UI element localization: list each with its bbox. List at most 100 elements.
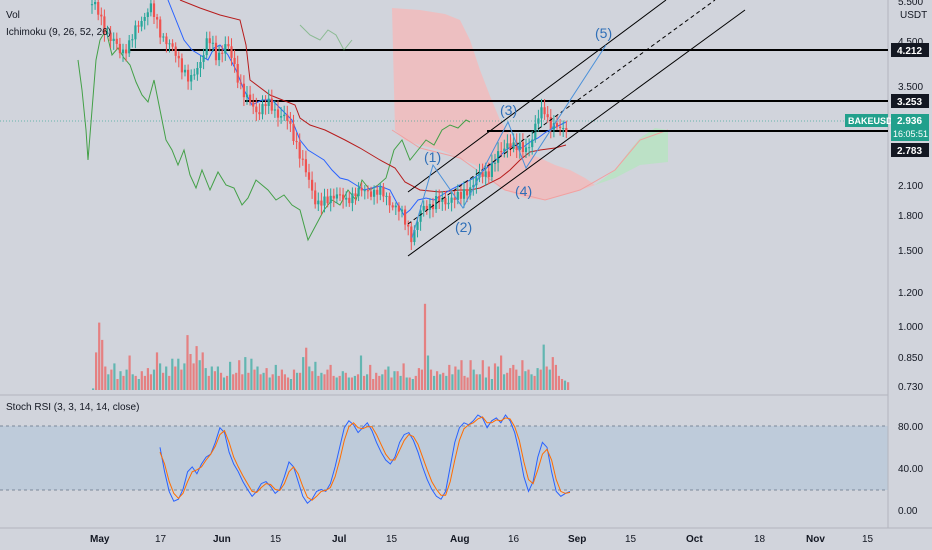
volume-bar <box>155 352 159 390</box>
volume-bar <box>180 369 183 390</box>
candle-body <box>320 200 323 206</box>
candle-body <box>289 120 292 124</box>
volume-bar <box>469 360 472 390</box>
candle-body <box>311 179 314 191</box>
price-axis: 5.500 USDT 4.500 3.500 2.500 2.100 1.800… <box>898 0 927 517</box>
last-price-tag[interactable]: BAKEUSDT 2.936 16:05:51 <box>845 114 929 141</box>
ichimoku-cloud <box>391 8 669 201</box>
price-tick: 3.500 <box>898 82 923 93</box>
volume-bar <box>359 355 363 390</box>
candles-group <box>90 0 568 250</box>
wave-label-3: (3) <box>500 102 517 118</box>
candle-body <box>121 49 125 54</box>
candle-body <box>214 42 218 61</box>
volume-bar <box>436 371 439 390</box>
volume-bar <box>326 369 329 390</box>
volume-bar <box>350 377 353 390</box>
candle-body <box>376 189 379 195</box>
channel-mid-line[interactable] <box>407 0 716 225</box>
volume-bar <box>536 368 539 390</box>
volume-bar <box>165 366 168 390</box>
price-tick: 1.800 <box>898 211 923 222</box>
volume-bar <box>128 355 131 390</box>
volume-bar <box>317 375 320 390</box>
volume-bar <box>332 375 335 390</box>
candle-body <box>425 205 428 210</box>
volume-bar <box>426 355 430 390</box>
candle-body <box>363 190 366 192</box>
volume-bar <box>414 375 417 390</box>
volume-bar <box>518 375 521 390</box>
stoch-label: Stoch RSI (3, 3, 14, 14, close) <box>6 402 139 413</box>
candle-body <box>528 147 531 149</box>
date-tick: May <box>90 534 110 545</box>
candle-body <box>431 204 435 210</box>
volume-bar <box>186 335 189 390</box>
date-tick: Jun <box>213 534 231 545</box>
volume-bar <box>463 375 466 390</box>
stoch-tick: 40.00 <box>898 464 923 475</box>
candle-body <box>562 128 565 129</box>
stoch-d-line <box>159 416 571 501</box>
volume-bar <box>548 369 551 390</box>
candle-body <box>345 197 348 200</box>
date-axis: May 17 Jun 15 Jul 15 Aug 16 Sep 15 Oct 1… <box>90 534 874 545</box>
volume-bar <box>171 358 174 390</box>
candle-body <box>543 107 546 115</box>
volume-bar <box>131 374 134 390</box>
volume-bar <box>490 379 493 390</box>
volume-bar <box>539 369 542 390</box>
volume-bar <box>98 322 101 390</box>
wave-label-5: (5) <box>595 25 612 41</box>
candle-body <box>255 106 258 113</box>
volume-bar <box>554 364 557 390</box>
volume-bar <box>366 374 369 390</box>
date-tick: 15 <box>386 534 398 545</box>
volume-bar <box>460 360 463 390</box>
candle-body <box>146 12 149 17</box>
candle-body <box>199 62 202 68</box>
candle-body <box>521 142 524 152</box>
volume-bar <box>500 355 503 390</box>
volume-bar <box>521 360 524 390</box>
volume-bar <box>323 374 326 390</box>
volume-bar <box>283 374 286 390</box>
volume-bars <box>92 303 570 390</box>
volume-bar <box>439 374 442 390</box>
volume-bar <box>116 379 119 390</box>
candle-body <box>233 57 236 64</box>
candle-body <box>397 205 400 212</box>
volume-bar <box>417 368 420 390</box>
candle-body <box>317 200 320 205</box>
volume-bar <box>262 372 265 390</box>
candle-body <box>385 195 388 197</box>
volume-bar <box>146 368 149 390</box>
volume-bar <box>119 371 122 390</box>
candle-body <box>407 224 410 227</box>
volume-bar <box>113 363 116 390</box>
volume-bar <box>506 372 509 390</box>
volume-bar <box>567 382 570 390</box>
channel-lower-line[interactable] <box>407 9 746 257</box>
volume-bar <box>238 360 241 390</box>
channel-upper-line[interactable] <box>407 0 667 193</box>
candle-body <box>118 43 121 54</box>
last-price-symbol: BAKEUSDT <box>848 116 899 126</box>
candle-body <box>137 25 140 27</box>
volume-bar <box>107 374 110 390</box>
stoch-tick: 0.00 <box>898 506 918 517</box>
volume-bar <box>296 372 299 390</box>
svg-text:2.783: 2.783 <box>897 146 922 157</box>
volume-bar <box>101 339 104 390</box>
volume-bar <box>369 364 372 390</box>
volume-bar <box>192 363 195 390</box>
candle-body <box>187 69 190 82</box>
date-tick: Sep <box>568 534 586 545</box>
candle-body <box>221 52 224 54</box>
candle-body <box>503 148 506 152</box>
candle-body <box>97 2 100 15</box>
volume-bar <box>402 363 405 390</box>
volume-bar <box>396 371 399 390</box>
vol-label: Vol <box>6 10 20 21</box>
